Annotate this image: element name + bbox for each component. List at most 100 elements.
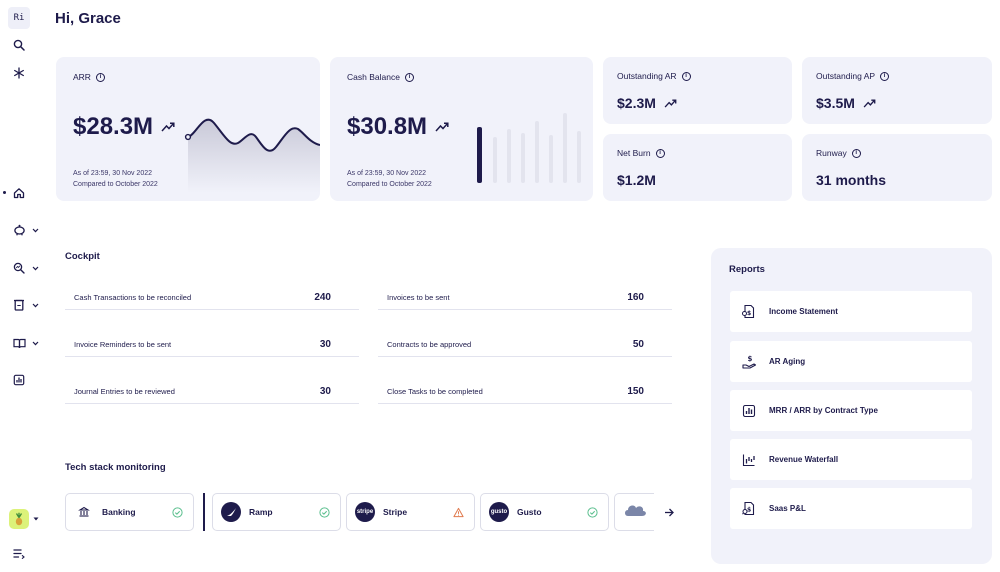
report-label: Saas P&L (769, 504, 806, 513)
ramp-logo (221, 502, 241, 522)
cash-compared: Compared to October 2022 (347, 181, 432, 188)
stripe-logo: stripe (355, 502, 375, 522)
search-icon[interactable] (9, 35, 29, 55)
report-label: Income Statement (769, 307, 838, 316)
reports-title: Reports (729, 264, 765, 275)
arr-label-row: ARR i (73, 72, 105, 82)
tech-stack-partial-card[interactable] (614, 493, 654, 531)
cash-as-of-date: As of 23:59, 30 Nov 2022 (347, 170, 426, 177)
outstanding-ar-value: $2.3M (617, 95, 656, 111)
tech-stack-banking[interactable]: Banking (65, 493, 194, 531)
cockpit-label: Invoice Reminders to be sent (74, 340, 172, 349)
pineapple-icon (15, 512, 23, 526)
info-icon[interactable]: i (681, 71, 691, 81)
net-burn-value: $1.2M (617, 172, 656, 188)
sidebar: Ri (0, 0, 44, 572)
runway-value-row: 31 months (816, 172, 886, 188)
tech-stack-name: Ramp (249, 507, 273, 517)
dollar-magnifier-icon: $ (741, 501, 757, 517)
arrow-right-icon[interactable] (662, 505, 676, 519)
outstanding-ap-value: $3.5M (816, 95, 855, 111)
caret-down-icon[interactable] (31, 514, 41, 524)
outstanding-ar-label-row: Outstanding AR i (617, 71, 691, 81)
info-icon[interactable]: i (880, 71, 890, 81)
organization-avatar[interactable] (9, 509, 29, 529)
piggy-bank-icon[interactable] (9, 220, 29, 240)
cash-balance-label: Cash Balance (347, 72, 400, 82)
outstanding-ap-card[interactable]: Outstanding AP i $3.5M (802, 57, 992, 124)
cockpit-value: 150 (627, 386, 644, 397)
report-mrr-arr-by-contract-type[interactable]: MRR / ARR by Contract Type (730, 390, 972, 431)
cockpit-row-invoice-reminders[interactable]: Invoice Reminders to be sent 30 (65, 333, 359, 357)
report-label: AR Aging (769, 357, 806, 366)
tech-stack-ramp[interactable]: Ramp (212, 493, 341, 531)
info-icon[interactable]: i (655, 148, 665, 158)
cash-balance-value: $30.8M (347, 113, 428, 140)
tech-stack-name: Stripe (383, 507, 408, 517)
outstanding-ar-card[interactable]: Outstanding AR i $2.3M (603, 57, 792, 124)
cash-value-row: $30.8M (347, 113, 449, 141)
bar-chart-icon (741, 403, 757, 419)
chevron-down-icon[interactable] (30, 263, 40, 273)
cockpit-row-contracts[interactable]: Contracts to be approved 50 (378, 333, 672, 357)
runway-label: Runway (816, 148, 847, 158)
svg-text:$: $ (747, 355, 752, 363)
net-burn-card[interactable]: Net Burn i $1.2M (603, 134, 792, 201)
cockpit-label: Close Tasks to be completed (387, 387, 483, 396)
net-burn-label: Net Burn (617, 148, 651, 158)
scroll-divider (203, 493, 205, 531)
trend-up-icon (161, 122, 175, 132)
arr-label: ARR (73, 72, 91, 82)
cockpit-label: Cash Transactions to be reconciled (74, 293, 192, 302)
svg-text:$: $ (747, 310, 751, 317)
report-income-statement[interactable]: $ Income Statement (730, 291, 972, 332)
bar-chart-icon[interactable] (9, 370, 29, 390)
snowflake-icon[interactable] (9, 63, 29, 83)
cockpit-row-invoices[interactable]: Invoices to be sent 160 (378, 286, 672, 310)
arr-value: $28.3M (73, 113, 154, 140)
report-revenue-waterfall[interactable]: Revenue Waterfall (730, 439, 972, 480)
cockpit-value: 30 (319, 386, 331, 397)
chevron-down-icon[interactable] (30, 300, 40, 310)
trend-up-icon (863, 98, 876, 108)
trend-up-icon (664, 98, 677, 108)
tech-stack-stripe[interactable]: stripe Stripe (346, 493, 475, 531)
info-icon[interactable]: i (851, 148, 861, 158)
app-logo[interactable]: Ri (8, 7, 30, 29)
report-saas-pl[interactable]: $ Saas P&L (730, 488, 972, 529)
chevron-down-icon[interactable] (30, 338, 40, 348)
cash-as-of: As of 23:59, 30 Nov 2022 Compared to Oct… (347, 168, 432, 190)
report-ar-aging[interactable]: $ AR Aging (730, 341, 972, 382)
cockpit-label: Contracts to be approved (387, 340, 472, 349)
cockpit-value: 50 (632, 339, 644, 350)
check-circle-icon (587, 506, 598, 518)
cockpit-row-close-tasks[interactable]: Close Tasks to be completed 150 (378, 380, 672, 404)
cash-balance-card[interactable]: Cash Balance i $30.8M As of 23:59, 30 No… (330, 57, 593, 201)
bank-icon (78, 506, 90, 517)
info-icon[interactable]: i (404, 72, 414, 82)
cockpit-row-journal-entries[interactable]: Journal Entries to be reviewed 30 (65, 380, 359, 404)
chevron-down-icon[interactable] (30, 225, 40, 235)
outstanding-ar-value-row: $2.3M (617, 95, 677, 111)
tech-stack-gusto[interactable]: gusto Gusto (480, 493, 609, 531)
list-icon[interactable] (9, 543, 29, 563)
home-icon[interactable] (9, 183, 29, 203)
cloud-logo-icon (623, 502, 647, 523)
tech-stack-name: Banking (102, 507, 136, 517)
runway-card[interactable]: Runway i 31 months (802, 134, 992, 201)
arr-card[interactable]: ARR i $28.3M As of 23:59, 30 Nov 2022 Co… (56, 57, 320, 201)
book-icon[interactable] (9, 333, 29, 353)
cash-bar-sparkline (477, 113, 581, 183)
receipt-icon[interactable] (9, 295, 29, 315)
cockpit-row-cash-transactions[interactable]: Cash Transactions to be reconciled 240 (65, 286, 359, 310)
outstanding-ap-label: Outstanding AP (816, 71, 876, 81)
outstanding-ap-label-row: Outstanding AP i (816, 71, 890, 81)
info-icon[interactable]: i (95, 72, 105, 82)
net-burn-value-row: $1.2M (617, 172, 656, 188)
warning-icon (453, 507, 464, 518)
magnifier-chart-icon[interactable] (9, 258, 29, 278)
tech-stack-title: Tech stack monitoring (65, 462, 166, 473)
cockpit-value: 30 (319, 339, 331, 350)
check-circle-icon (319, 506, 330, 518)
active-indicator (3, 191, 6, 194)
